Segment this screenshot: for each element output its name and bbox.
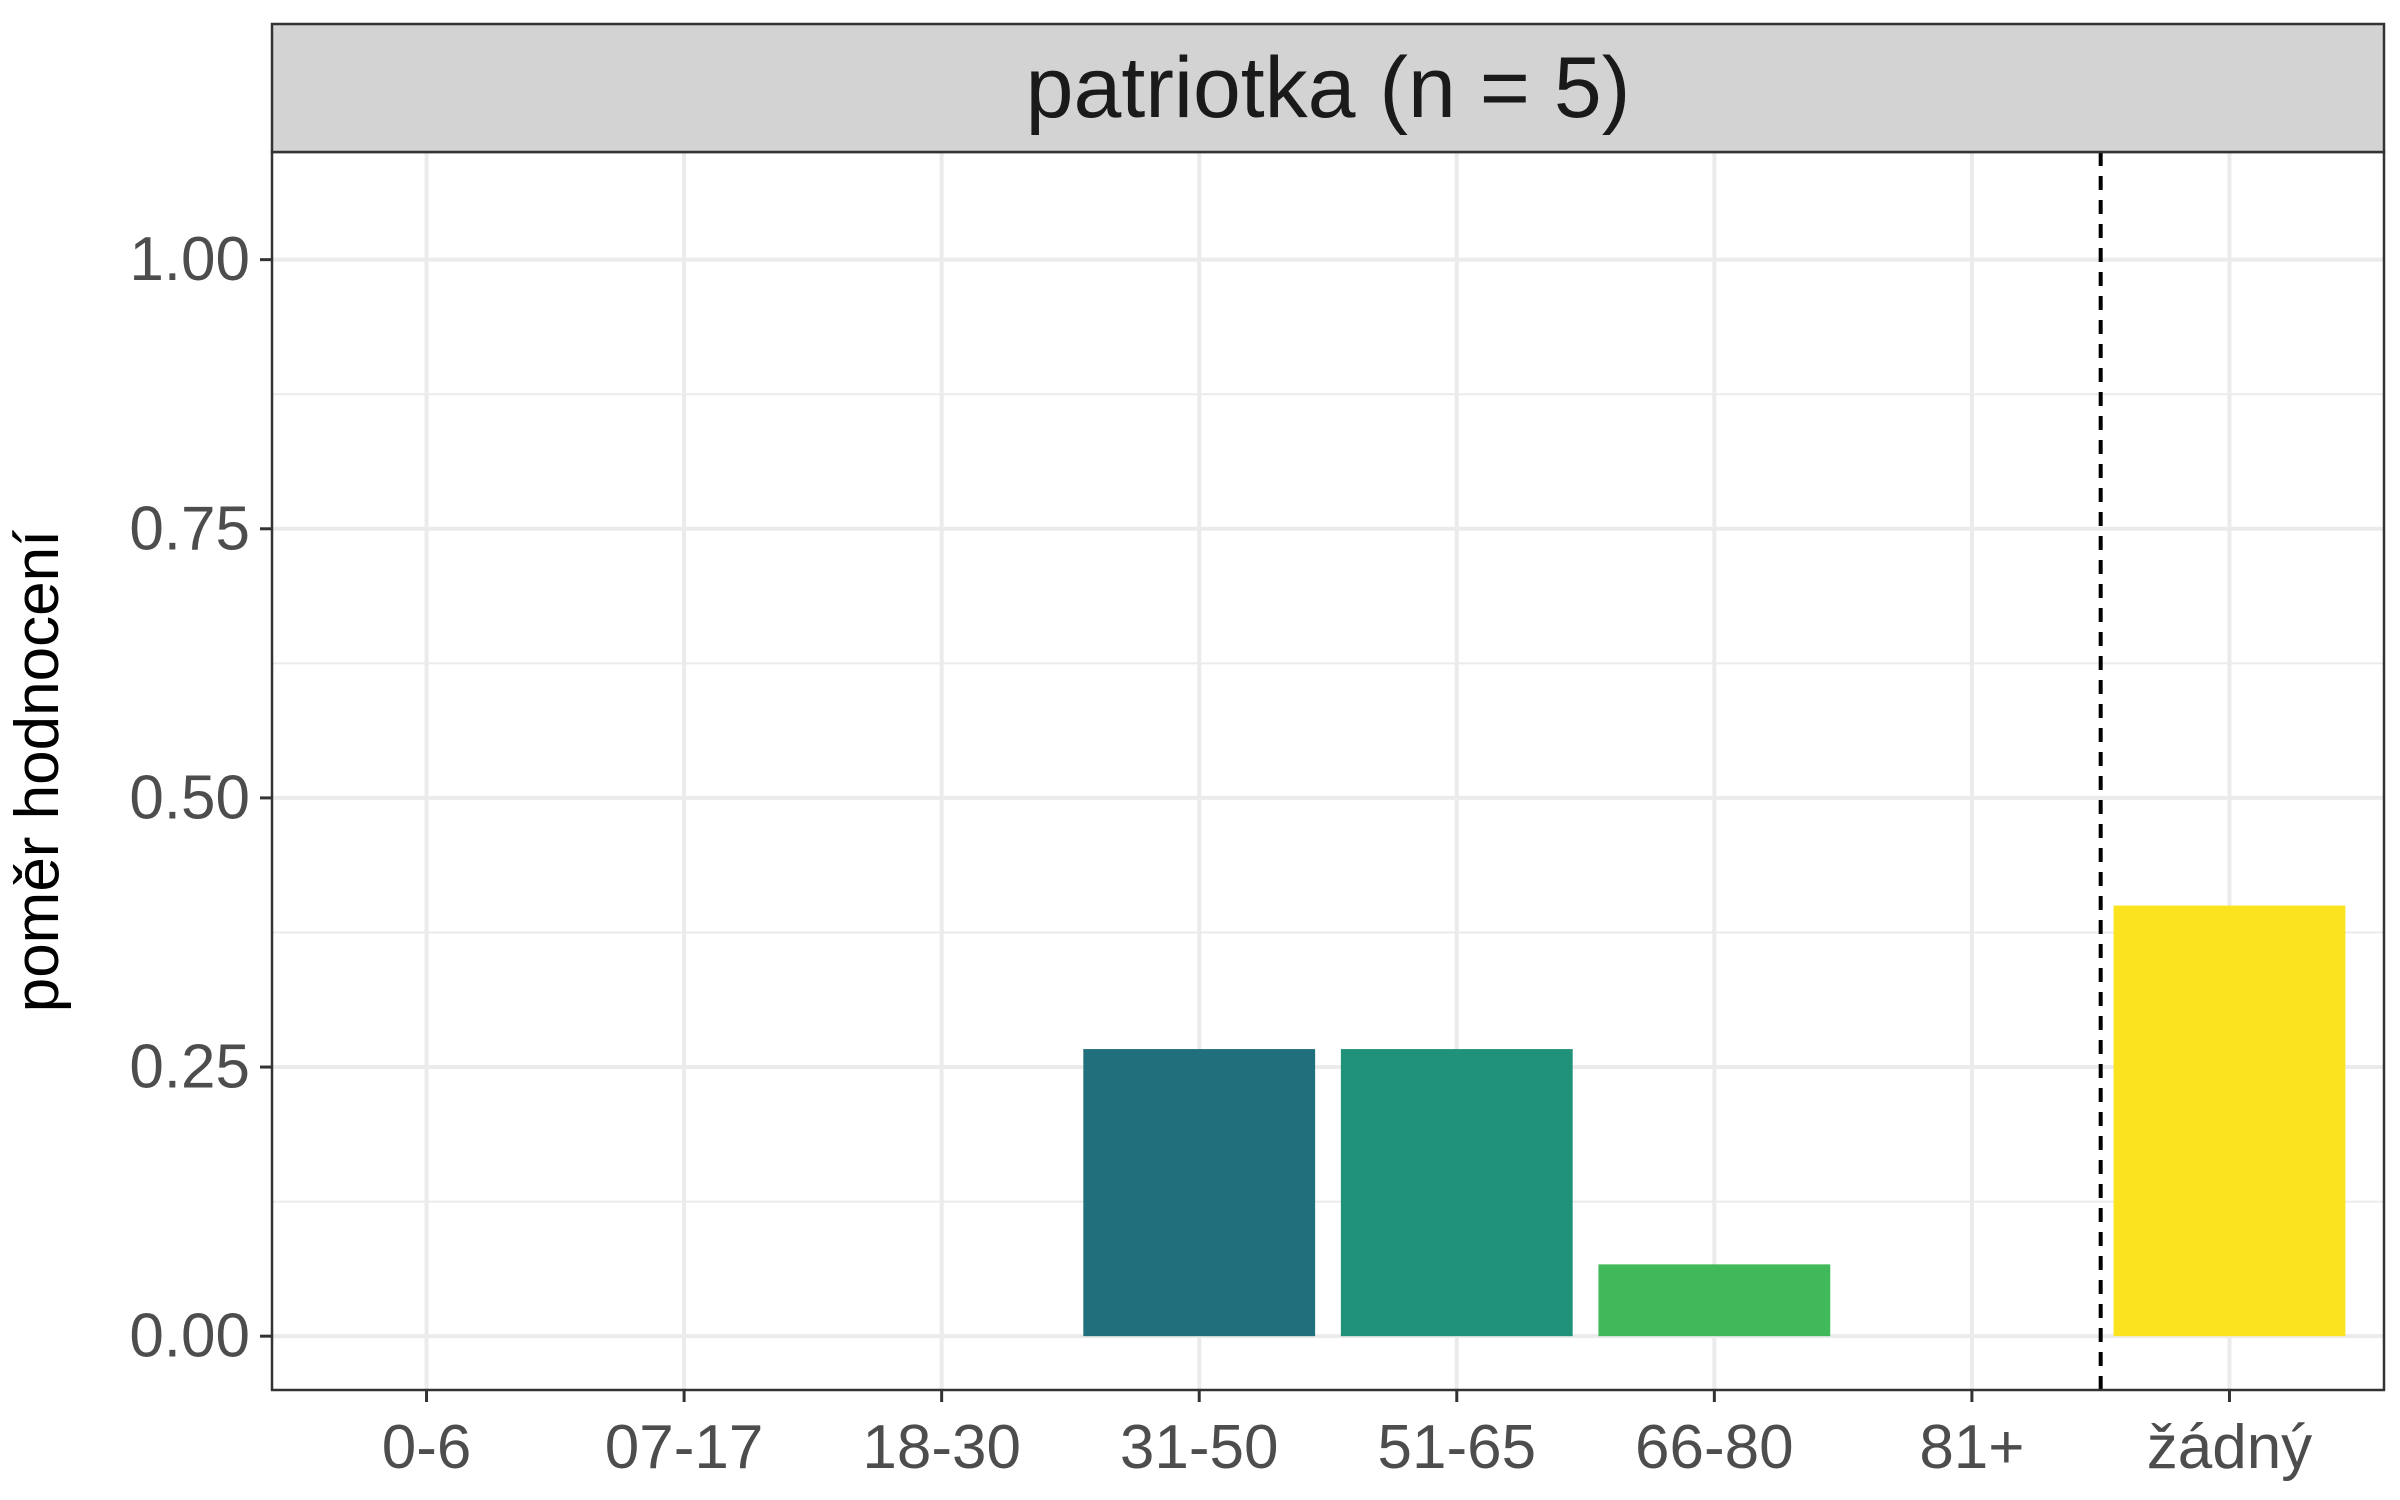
- x-tick-label: 66-80: [1635, 1413, 1794, 1482]
- bar: [1598, 1264, 1831, 1337]
- facet-title: patriotka (n = 5): [1026, 40, 1631, 136]
- grid-lines: [272, 152, 2384, 1390]
- x-tick-label: 81+: [1919, 1413, 2024, 1482]
- y-axis: 0.00 0.25 0.50 0.75 1.00: [129, 225, 272, 1371]
- x-tick-label: žádný: [2147, 1413, 2312, 1482]
- x-tick-label: 07-17: [605, 1413, 764, 1482]
- panel-border: [270, 150, 2386, 1392]
- y-tick-label: 1.00: [129, 225, 250, 294]
- bar: [1083, 1049, 1316, 1337]
- y-tick-label: 0.75: [129, 494, 250, 563]
- bar: [1340, 1049, 1573, 1337]
- bar: [2113, 905, 2346, 1337]
- facet-strip: [270, 22, 2386, 154]
- x-tick-label: 0-6: [382, 1413, 472, 1482]
- y-axis-title: poměr hodnocení: [3, 530, 72, 1013]
- y-tick-label: 0.00: [129, 1302, 250, 1371]
- x-tick-label: 31-50: [1120, 1413, 1279, 1482]
- x-axis: 0-6 07-17 18-30 31-50 51-65 66-80 81+ žádný: [382, 1390, 2312, 1482]
- y-tick-label: 0.50: [129, 763, 250, 832]
- y-tick-label: 0.25: [129, 1033, 250, 1102]
- bars: [1083, 905, 2346, 1337]
- x-tick-label: 18-30: [862, 1413, 1021, 1482]
- x-tick-label: 51-65: [1377, 1413, 1536, 1482]
